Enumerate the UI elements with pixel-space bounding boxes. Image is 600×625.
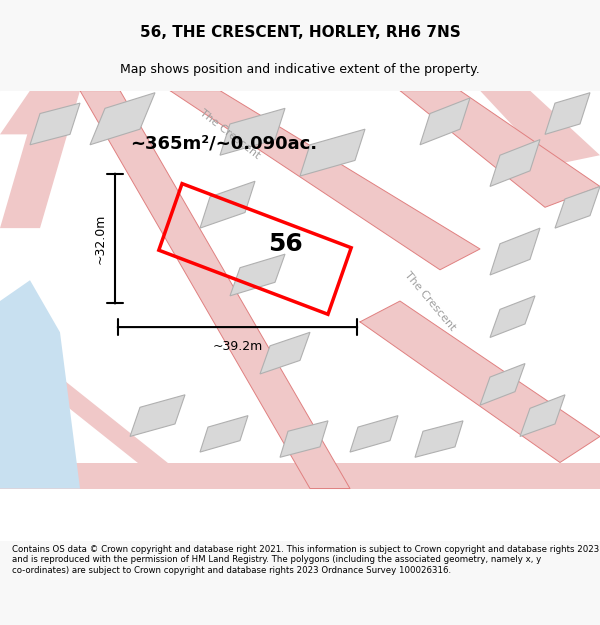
Text: Map shows position and indicative extent of the property.: Map shows position and indicative extent… — [120, 63, 480, 76]
Polygon shape — [0, 353, 200, 489]
Polygon shape — [490, 296, 535, 338]
Polygon shape — [490, 139, 540, 186]
Polygon shape — [200, 416, 248, 452]
Text: Contains OS data © Crown copyright and database right 2021. This information is : Contains OS data © Crown copyright and d… — [12, 545, 599, 574]
Polygon shape — [415, 421, 463, 457]
Polygon shape — [555, 186, 600, 228]
Polygon shape — [360, 301, 600, 462]
Polygon shape — [400, 91, 600, 208]
Polygon shape — [545, 92, 590, 134]
Text: 56: 56 — [268, 232, 302, 256]
Polygon shape — [0, 280, 80, 489]
Polygon shape — [280, 421, 328, 457]
Text: ~32.0m: ~32.0m — [94, 213, 107, 264]
Polygon shape — [260, 332, 310, 374]
Polygon shape — [300, 129, 365, 176]
Text: ~39.2m: ~39.2m — [212, 339, 263, 352]
Polygon shape — [80, 91, 350, 489]
Polygon shape — [220, 108, 285, 155]
Polygon shape — [420, 98, 470, 145]
Text: The Crescent: The Crescent — [403, 269, 457, 332]
Polygon shape — [490, 228, 540, 275]
Polygon shape — [170, 91, 480, 270]
Polygon shape — [130, 395, 185, 436]
Text: 56, THE CRESCENT, HORLEY, RH6 7NS: 56, THE CRESCENT, HORLEY, RH6 7NS — [140, 26, 460, 41]
Polygon shape — [520, 395, 565, 436]
Text: The Crescent: The Crescent — [198, 107, 262, 161]
Polygon shape — [350, 416, 398, 452]
Polygon shape — [480, 91, 600, 166]
Polygon shape — [90, 92, 155, 145]
Polygon shape — [230, 254, 285, 296]
Polygon shape — [0, 91, 80, 228]
Polygon shape — [30, 103, 80, 145]
Polygon shape — [480, 364, 525, 405]
Polygon shape — [0, 91, 60, 134]
Polygon shape — [200, 181, 255, 228]
Polygon shape — [0, 462, 600, 489]
Text: ~365m²/~0.090ac.: ~365m²/~0.090ac. — [130, 134, 317, 152]
